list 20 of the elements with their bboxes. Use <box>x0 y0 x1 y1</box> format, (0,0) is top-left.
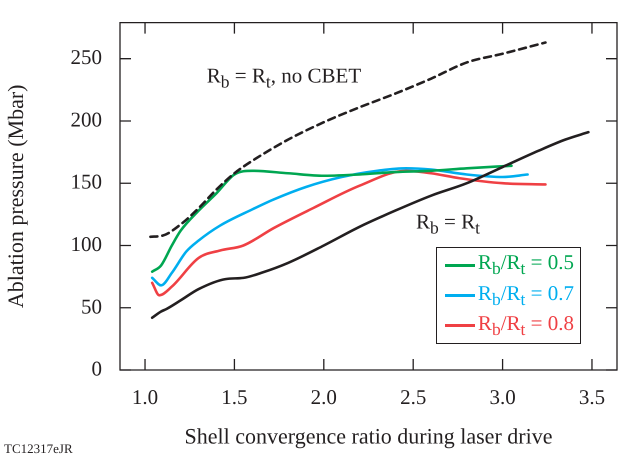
x-tick-label: 1.0 <box>132 385 158 410</box>
x-tick-label: 2.5 <box>400 385 426 410</box>
legend-label: R$_{b}$/R$_{t}$ = 0.7 <box>478 280 574 311</box>
text: TC12317eJR <box>4 441 73 457</box>
y-tick-label: 200 <box>70 107 102 132</box>
x-tick-label: 1.5 <box>221 385 248 410</box>
legend-label: R$_{b}$/R$_{t}$ = 0.8 <box>478 310 574 341</box>
x-tick-label: 2.0 <box>310 385 337 410</box>
legend-label: R$_{b}$/R$_{t}$ = 0.5 <box>478 250 574 281</box>
y-tick-label: 150 <box>70 170 102 194</box>
x-tick-label: 3.5 <box>578 385 606 410</box>
x-tick-label: 3.0 <box>489 385 516 410</box>
y-tick-label: 0 <box>92 356 102 381</box>
annotation: R$_{b}$ = R$_{t}$ <box>416 209 480 239</box>
y-axis-title: Ablation pressure (Mbar) <box>2 84 28 308</box>
y-tick-label: 100 <box>70 232 102 256</box>
annotation: R$_{b}$ = R$_{t}$, no CBET <box>206 64 362 93</box>
x-axis-title: Shell convergence ratio during laser drive <box>184 424 552 449</box>
y-tick-label: 250 <box>70 45 102 70</box>
y-tick-label: 50 <box>81 294 102 318</box>
